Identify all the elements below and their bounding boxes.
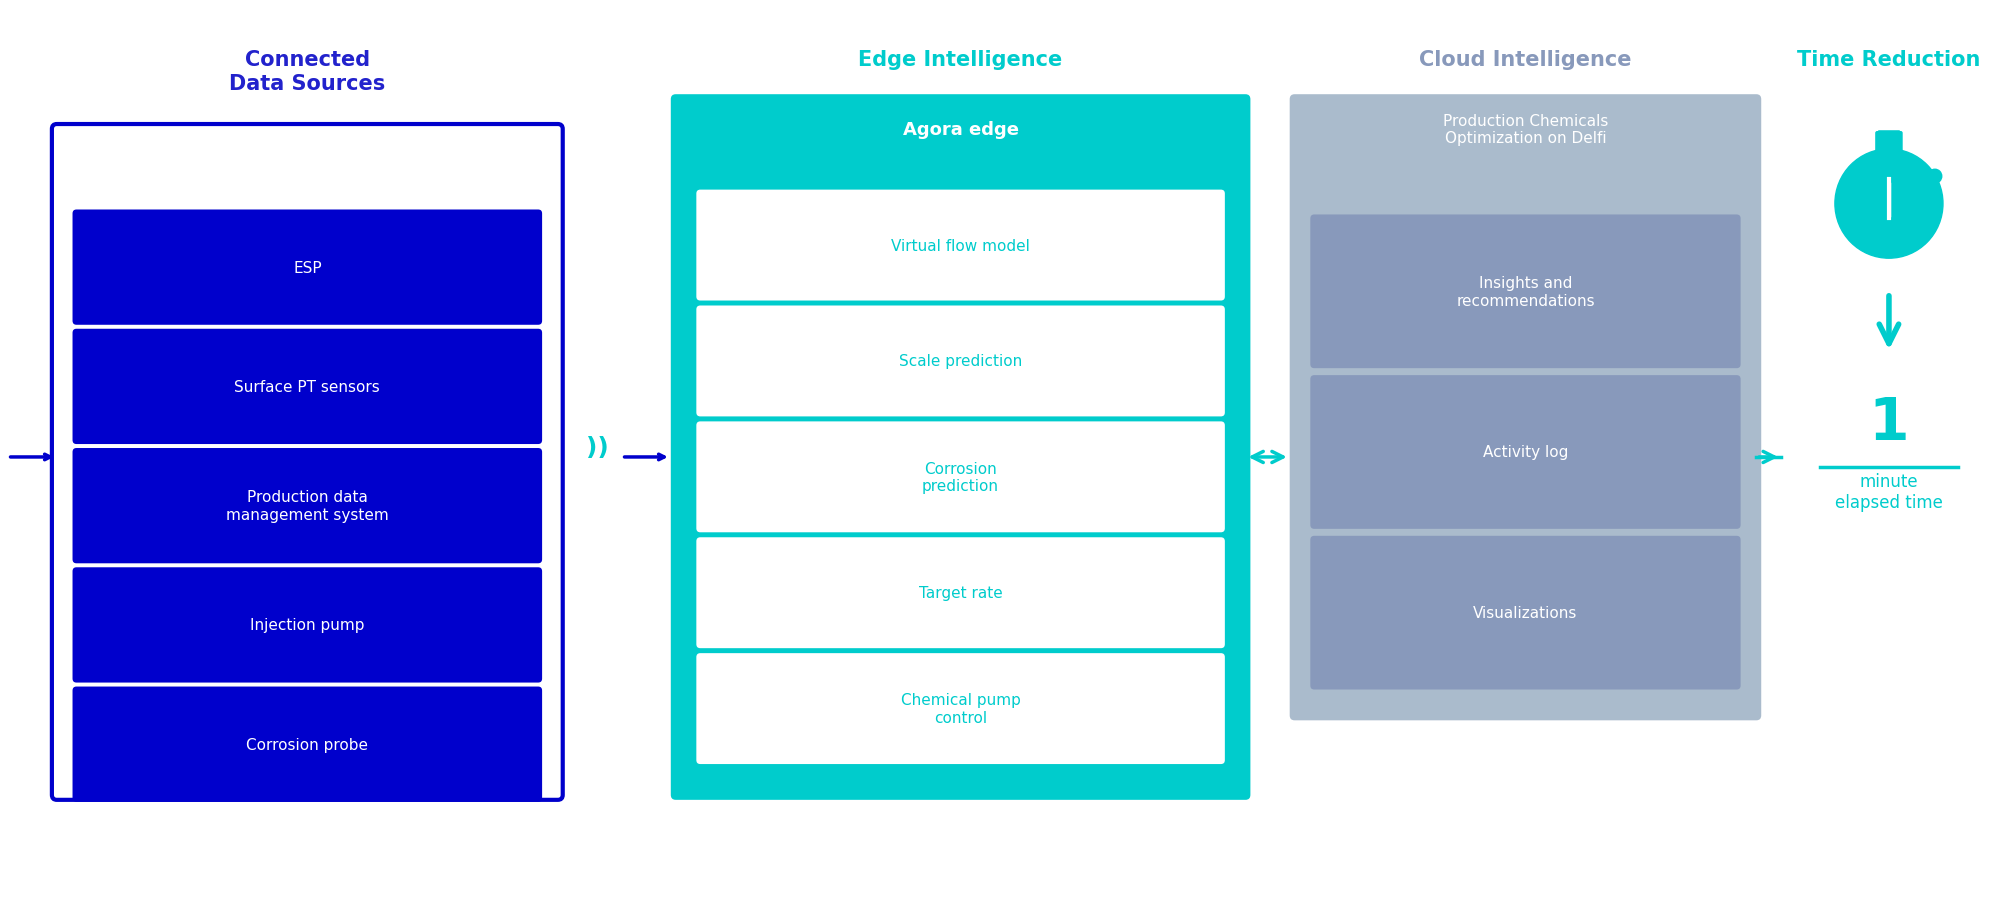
Circle shape	[1928, 170, 1942, 184]
FancyBboxPatch shape	[1876, 132, 1902, 153]
Text: Time Reduction: Time Reduction	[1798, 51, 1980, 70]
Text: Scale prediction: Scale prediction	[898, 354, 1022, 369]
FancyBboxPatch shape	[1290, 95, 1762, 721]
Text: ESP: ESP	[294, 261, 322, 275]
Text: Agora edge: Agora edge	[902, 121, 1018, 139]
Text: Corrosion probe: Corrosion probe	[246, 737, 368, 752]
FancyBboxPatch shape	[670, 95, 1250, 800]
FancyBboxPatch shape	[696, 538, 1224, 649]
FancyBboxPatch shape	[72, 686, 542, 802]
FancyBboxPatch shape	[696, 653, 1224, 764]
FancyBboxPatch shape	[696, 190, 1224, 301]
FancyBboxPatch shape	[72, 567, 542, 683]
FancyBboxPatch shape	[72, 210, 542, 326]
Text: Corrosion
prediction: Corrosion prediction	[922, 461, 1000, 493]
FancyBboxPatch shape	[696, 306, 1224, 417]
FancyBboxPatch shape	[1310, 216, 1740, 369]
Text: Production data
management system: Production data management system	[226, 490, 388, 522]
FancyBboxPatch shape	[1310, 536, 1740, 690]
Text: Edge Intelligence: Edge Intelligence	[858, 51, 1062, 70]
Text: )): ))	[586, 436, 608, 459]
Text: Virtual flow model: Virtual flow model	[892, 238, 1030, 253]
Text: Activity log: Activity log	[1482, 445, 1568, 460]
Text: Chemical pump
control: Chemical pump control	[900, 693, 1020, 725]
Text: Cloud Intelligence: Cloud Intelligence	[1420, 51, 1632, 70]
Text: Injection pump: Injection pump	[250, 618, 364, 632]
FancyBboxPatch shape	[72, 448, 542, 564]
Text: Target rate: Target rate	[918, 585, 1002, 601]
FancyBboxPatch shape	[1310, 376, 1740, 529]
Circle shape	[1846, 161, 1932, 247]
FancyBboxPatch shape	[72, 329, 542, 445]
Text: Visualizations: Visualizations	[1474, 605, 1578, 621]
Text: 1: 1	[1868, 394, 1910, 451]
Text: Insights and
recommendations: Insights and recommendations	[1456, 276, 1594, 308]
FancyBboxPatch shape	[52, 124, 562, 800]
Text: Surface PT sensors: Surface PT sensors	[234, 380, 380, 394]
FancyBboxPatch shape	[696, 422, 1224, 533]
Text: Production Chemicals
Optimization on Delfi: Production Chemicals Optimization on Del…	[1442, 114, 1608, 146]
Text: Connected
Data Sources: Connected Data Sources	[230, 51, 386, 94]
Text: minute
elapsed time: minute elapsed time	[1836, 473, 1942, 511]
Circle shape	[1834, 150, 1942, 259]
